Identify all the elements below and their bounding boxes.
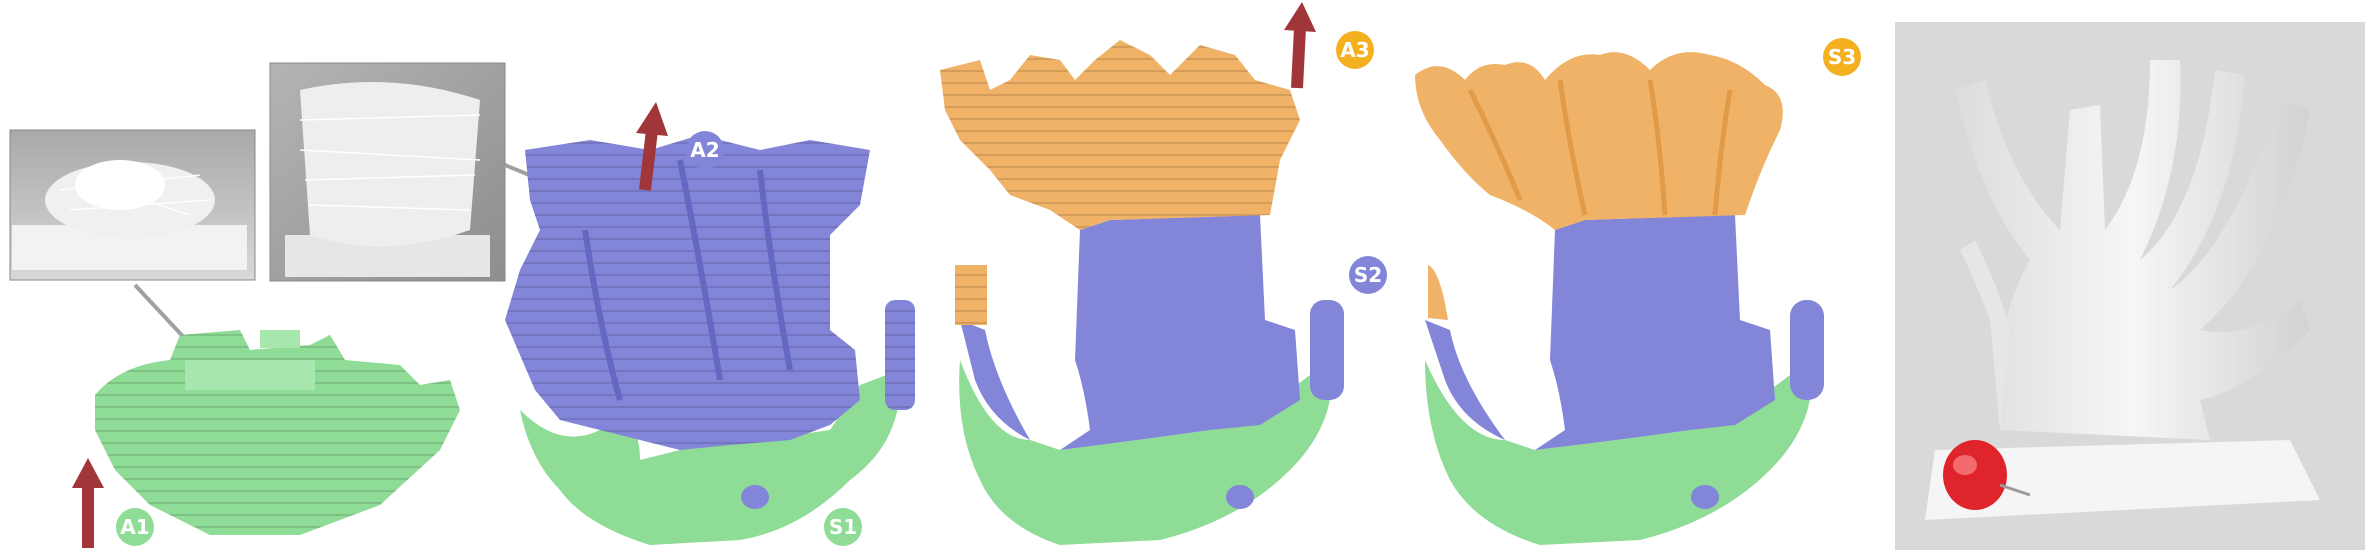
svg-text:S2: S2 (1354, 263, 1382, 287)
svg-text:A2: A2 (690, 138, 719, 162)
svg-text:S3: S3 (1828, 45, 1856, 69)
label-badge-a1: A1 (116, 508, 154, 546)
model-stage-1 (95, 330, 460, 535)
svg-text:A1: A1 (120, 515, 149, 539)
label-badge-a2: A2 (686, 131, 724, 169)
label-badge-s2: S2 (1349, 256, 1387, 294)
label-badge-s3: S3 (1823, 38, 1861, 76)
model-stage-2 (505, 135, 915, 545)
photo-inset-2 (269, 62, 506, 282)
svg-text:S1: S1 (829, 515, 857, 539)
model-final (1415, 52, 1824, 545)
up-arrow-icon (72, 458, 104, 548)
label-badge-s1: S1 (824, 508, 862, 546)
label-badge-a3: A3 (1336, 31, 1374, 69)
up-arrow-icon (636, 102, 668, 191)
svg-text:A3: A3 (1340, 38, 1369, 62)
up-arrow-icon (1284, 2, 1316, 89)
printed-result-photo (1895, 22, 2365, 550)
photo-inset-1 (9, 129, 256, 281)
model-stage-3 (940, 40, 1344, 545)
push-pin-icon (1943, 440, 2031, 510)
